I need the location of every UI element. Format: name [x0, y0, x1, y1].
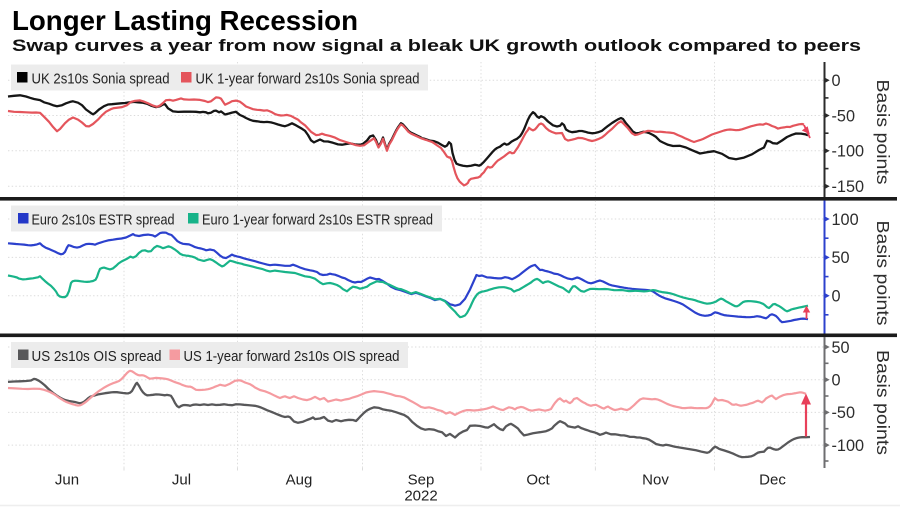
- svg-text:Dec: Dec: [759, 472, 786, 489]
- svg-text:-50: -50: [832, 404, 856, 422]
- svg-text:0: 0: [832, 72, 841, 90]
- svg-text:50: 50: [832, 249, 850, 267]
- svg-text:2022: 2022: [404, 488, 437, 505]
- svg-text:US 2s10s OIS spread: US 2s10s OIS spread: [32, 349, 162, 365]
- svg-text:UK 2s10s Sonia spread: UK 2s10s Sonia spread: [32, 71, 170, 87]
- svg-text:Oct: Oct: [526, 472, 550, 489]
- svg-text:50: 50: [832, 339, 850, 357]
- svg-text:-150: -150: [832, 178, 865, 196]
- svg-text:0: 0: [832, 288, 841, 306]
- svg-text:0: 0: [832, 372, 841, 390]
- svg-text:Euro 2s10s ESTR spread: Euro 2s10s ESTR spread: [32, 212, 175, 228]
- svg-text:Basis points: Basis points: [873, 80, 893, 185]
- svg-text:Jul: Jul: [172, 472, 191, 489]
- svg-text:UK 1-year forward 2s10s Sonia: UK 1-year forward 2s10s Sonia spread: [196, 71, 420, 87]
- svg-text:100: 100: [832, 211, 859, 229]
- svg-text:-100: -100: [832, 143, 865, 161]
- svg-text:Nov: Nov: [642, 472, 669, 489]
- svg-text:Basis points: Basis points: [873, 221, 893, 326]
- svg-text:Longer Lasting Recession: Longer Lasting Recession: [12, 5, 358, 36]
- svg-text:-50: -50: [832, 107, 856, 125]
- svg-text:Swap curves a year from now si: Swap curves a year from now signal a ble…: [12, 36, 861, 55]
- svg-text:Jun: Jun: [55, 472, 79, 489]
- svg-text:Euro 1-year forward 2s10s ESTR: Euro 1-year forward 2s10s ESTR spread: [202, 212, 433, 228]
- svg-text:-100: -100: [832, 437, 865, 455]
- svg-text:Basis points: Basis points: [873, 350, 893, 455]
- svg-text:Sep: Sep: [408, 472, 435, 489]
- svg-text:Aug: Aug: [286, 472, 313, 489]
- svg-text:US 1-year forward 2s10s OIS sp: US 1-year forward 2s10s OIS spread: [184, 349, 400, 365]
